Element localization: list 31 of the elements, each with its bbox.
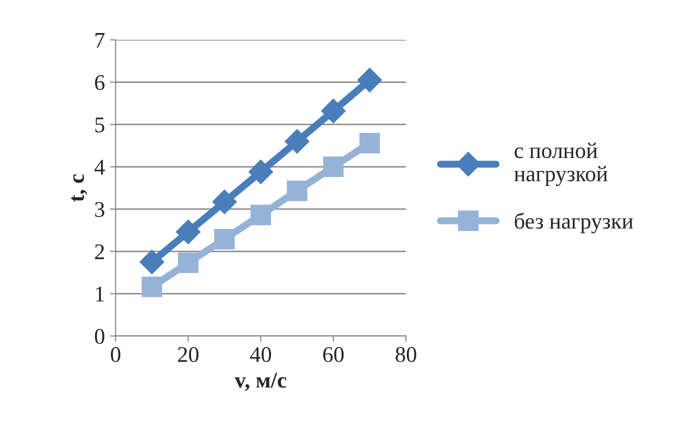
- x-tick-label: 0: [110, 347, 120, 362]
- y-tick-label: 4: [94, 160, 105, 174]
- point: [142, 276, 162, 298]
- point: [212, 190, 237, 214]
- legend-label: без нагрузки: [514, 212, 634, 234]
- point: [178, 252, 198, 274]
- x-tick-label: 40: [250, 347, 272, 362]
- point: [284, 129, 310, 154]
- x-tick-label: 60: [323, 347, 344, 362]
- point: [248, 160, 274, 184]
- y-tick-label: 0: [94, 328, 104, 344]
- point: [176, 220, 200, 244]
- point: [359, 132, 380, 154]
- y-tick-label: 7: [96, 33, 105, 48]
- point: [321, 98, 346, 124]
- y-tick-label: 3: [95, 202, 104, 218]
- x-tick-label: 20: [178, 347, 198, 362]
- point: [250, 204, 272, 226]
- point: [323, 156, 344, 178]
- y-tick-label: 6: [95, 75, 105, 90]
- y-tick-label: 2: [95, 244, 104, 260]
- legend-label: с полной нагрузкой: [514, 142, 608, 186]
- point: [214, 228, 235, 250]
- y-tick-label: 1: [96, 286, 104, 302]
- point: [286, 180, 308, 202]
- point: [140, 250, 164, 274]
- y-tick-label: 5: [95, 118, 104, 132]
- y-axis-title: t, с: [71, 174, 88, 202]
- x-tick-label: 80: [396, 347, 416, 362]
- point: [357, 68, 382, 92]
- x-axis-title: v, м/с: [234, 372, 286, 391]
